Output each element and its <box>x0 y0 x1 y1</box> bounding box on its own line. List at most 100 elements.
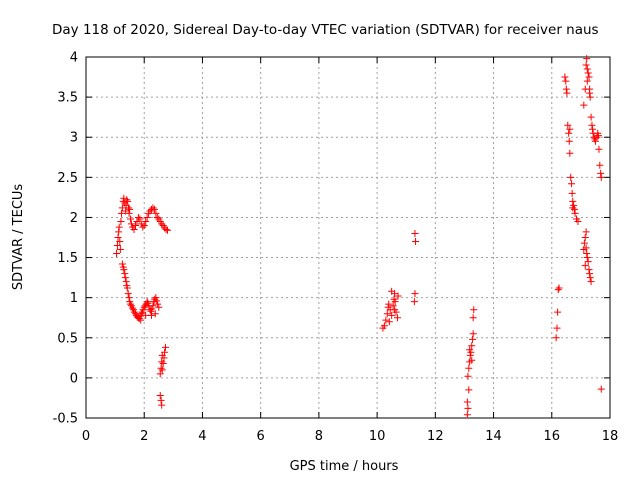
data-point <box>594 132 602 140</box>
data-point <box>159 359 167 367</box>
data-point <box>569 204 577 212</box>
data-point <box>561 73 569 81</box>
data-point <box>554 308 562 316</box>
data-point <box>158 358 166 366</box>
data-point <box>154 300 162 308</box>
chart-title: Day 118 of 2020, Sidereal Day-to-day VTE… <box>52 22 599 38</box>
data-point <box>116 238 124 246</box>
data-point <box>586 89 594 97</box>
data-point <box>117 217 125 225</box>
x-tick-label: 10 <box>369 429 386 444</box>
data-point <box>142 217 150 225</box>
data-point <box>114 234 122 241</box>
data-point <box>585 73 593 81</box>
y-tick-label: 1 <box>70 291 78 306</box>
data-point <box>563 89 571 97</box>
data-point <box>586 274 594 282</box>
data-point <box>568 180 576 188</box>
y-axis-label: SDTVAR / TECUs <box>11 184 26 291</box>
data-points <box>113 55 605 419</box>
plot-frame <box>85 56 611 419</box>
data-point <box>569 197 577 205</box>
data-point <box>583 65 591 73</box>
data-point <box>118 209 126 217</box>
data-point <box>389 302 397 310</box>
data-point <box>465 386 473 394</box>
data-point <box>122 278 130 286</box>
data-point <box>562 77 570 85</box>
data-point <box>565 137 573 145</box>
data-point <box>410 298 418 306</box>
y-tick-label: 3 <box>70 131 78 146</box>
data-point <box>149 204 157 212</box>
data-point <box>158 401 166 409</box>
data-point <box>391 306 399 314</box>
data-point <box>136 215 144 223</box>
data-point <box>121 270 129 278</box>
data-point <box>148 305 156 313</box>
data-point <box>583 55 591 63</box>
y-tick-label: 3.5 <box>57 91 78 106</box>
data-point <box>125 209 133 217</box>
data-point <box>566 149 574 157</box>
data-point <box>580 101 588 109</box>
data-point <box>385 318 393 326</box>
data-point <box>597 385 605 393</box>
data-point <box>382 316 390 324</box>
data-point <box>146 207 154 215</box>
data-point <box>552 334 560 342</box>
data-point <box>137 316 145 324</box>
data-point <box>120 266 128 274</box>
data-point <box>394 292 402 300</box>
x-axis-label: GPS time / hours <box>290 459 399 474</box>
data-point <box>570 205 578 213</box>
data-point <box>580 239 588 247</box>
data-point <box>153 297 161 305</box>
data-point <box>470 306 478 314</box>
data-point <box>380 322 388 330</box>
data-point <box>565 129 573 137</box>
data-point <box>118 204 126 212</box>
data-point <box>134 213 142 221</box>
data-point <box>153 213 161 221</box>
data-point <box>468 356 476 364</box>
data-point <box>571 209 579 217</box>
data-point <box>148 311 155 319</box>
data-point <box>131 221 139 229</box>
data-point <box>469 314 477 322</box>
data-point <box>137 220 145 228</box>
y-tick-label: 1.5 <box>57 251 78 266</box>
data-point <box>411 290 419 298</box>
data-point <box>125 294 133 302</box>
data-point <box>597 173 605 181</box>
data-point <box>126 205 134 213</box>
data-point <box>464 404 472 412</box>
data-point <box>583 77 591 85</box>
data-point <box>463 411 471 419</box>
data-point <box>152 294 160 302</box>
x-tick-label: 14 <box>485 429 502 444</box>
data-point <box>574 217 582 225</box>
y-tick-label: 2 <box>70 211 78 226</box>
grid-lines <box>86 57 610 418</box>
data-point <box>162 225 170 233</box>
x-tick-label: 0 <box>82 429 90 444</box>
data-point <box>129 304 137 312</box>
y-tick-labels: -0.5 0 0.5 1 1.5 2 2.5 3 3.5 4 <box>53 51 78 427</box>
x-tick-label: 18 <box>602 429 619 444</box>
data-point <box>582 61 590 69</box>
data-point <box>412 238 420 246</box>
x-tick-label: 12 <box>427 429 444 444</box>
data-point <box>589 125 597 133</box>
data-point <box>595 145 603 153</box>
data-point <box>581 234 589 241</box>
data-point <box>150 205 158 213</box>
x-tick-label: 16 <box>544 429 561 444</box>
data-point <box>385 300 393 308</box>
data-point <box>125 204 133 212</box>
y-tick-label: -0.5 <box>53 412 78 427</box>
x-tick-label: 4 <box>198 429 206 444</box>
data-point <box>466 346 474 354</box>
data-point <box>161 348 169 356</box>
